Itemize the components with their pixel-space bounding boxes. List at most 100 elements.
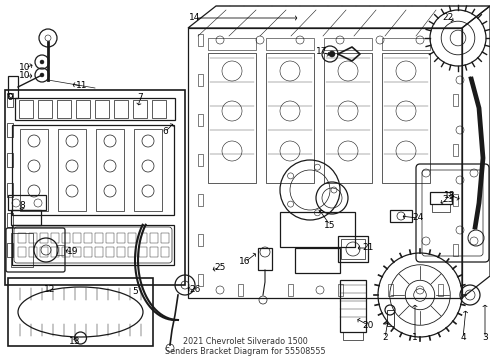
Bar xyxy=(51,233,59,243)
Text: 7: 7 xyxy=(137,94,143,103)
Text: 2: 2 xyxy=(382,333,388,342)
Bar xyxy=(387,310,393,326)
Text: 3: 3 xyxy=(482,333,488,342)
Bar xyxy=(7,123,13,137)
Bar xyxy=(8,278,153,346)
Text: 10: 10 xyxy=(19,63,31,72)
Text: 18: 18 xyxy=(444,190,456,199)
Bar xyxy=(197,274,202,286)
Bar xyxy=(62,233,70,243)
Bar xyxy=(197,34,202,46)
Bar xyxy=(432,204,450,212)
Bar xyxy=(62,247,70,257)
Bar xyxy=(208,53,256,183)
Bar xyxy=(56,245,64,255)
Bar xyxy=(340,280,366,332)
Bar xyxy=(8,195,46,210)
Bar xyxy=(95,247,103,257)
Text: 23: 23 xyxy=(442,195,454,204)
Bar xyxy=(7,213,13,227)
Bar xyxy=(152,100,166,118)
Text: 22: 22 xyxy=(442,13,454,22)
Bar xyxy=(128,233,136,243)
Bar xyxy=(238,284,243,296)
Circle shape xyxy=(40,73,44,77)
Bar xyxy=(150,233,158,243)
Bar xyxy=(57,100,71,118)
Bar xyxy=(8,76,18,98)
Bar xyxy=(266,53,314,183)
Bar xyxy=(7,153,13,167)
Text: 2021 Chevrolet Silverado 1500
Senders Bracket Diagram for 55508555: 2021 Chevrolet Silverado 1500 Senders Br… xyxy=(165,337,325,356)
Bar xyxy=(5,90,185,285)
Bar xyxy=(19,100,33,118)
Bar xyxy=(197,234,202,246)
Bar xyxy=(114,100,128,118)
Bar xyxy=(51,247,59,257)
Text: 14: 14 xyxy=(189,13,201,22)
Bar xyxy=(84,247,92,257)
Bar xyxy=(7,93,13,107)
Bar xyxy=(11,233,33,267)
Bar xyxy=(11,210,41,225)
Bar xyxy=(12,225,174,265)
Text: 16: 16 xyxy=(239,257,251,266)
Bar xyxy=(95,233,103,243)
Text: 8: 8 xyxy=(19,201,25,210)
Text: 20: 20 xyxy=(362,320,374,329)
Text: 15: 15 xyxy=(324,220,336,230)
Bar xyxy=(7,183,13,197)
Text: 11: 11 xyxy=(76,81,88,90)
Text: 4: 4 xyxy=(460,333,466,342)
Bar xyxy=(197,114,202,126)
Bar xyxy=(438,284,442,296)
Bar xyxy=(40,233,48,243)
Bar xyxy=(197,74,202,86)
Bar xyxy=(338,236,368,262)
Text: 24: 24 xyxy=(413,213,424,222)
Bar xyxy=(133,100,147,118)
Bar xyxy=(295,248,340,273)
Bar xyxy=(73,247,81,257)
Bar xyxy=(452,194,458,206)
Bar xyxy=(106,233,114,243)
Text: 6: 6 xyxy=(162,127,168,136)
Bar xyxy=(324,38,372,50)
Text: 1: 1 xyxy=(412,333,418,342)
Bar xyxy=(117,247,125,257)
Bar xyxy=(106,247,114,257)
Bar xyxy=(134,129,162,211)
Bar xyxy=(15,98,175,120)
Bar xyxy=(288,284,293,296)
Circle shape xyxy=(40,60,44,64)
Bar xyxy=(343,332,363,340)
Bar xyxy=(390,210,412,222)
Text: 10: 10 xyxy=(19,72,31,81)
Bar xyxy=(29,247,37,257)
Text: 25: 25 xyxy=(214,264,226,273)
Bar xyxy=(452,244,458,256)
Bar xyxy=(197,154,202,166)
Bar xyxy=(73,233,81,243)
Bar xyxy=(452,94,458,106)
Bar xyxy=(266,38,314,50)
Bar xyxy=(12,125,174,215)
Bar xyxy=(117,233,125,243)
Bar xyxy=(382,38,430,50)
Bar xyxy=(341,239,365,259)
Bar xyxy=(95,100,109,118)
Bar xyxy=(18,233,26,243)
Bar xyxy=(18,247,26,257)
Text: 13: 13 xyxy=(69,338,81,346)
Text: 26: 26 xyxy=(189,285,201,294)
Bar xyxy=(40,247,48,257)
Bar xyxy=(20,129,48,211)
Bar xyxy=(452,144,458,156)
Bar xyxy=(161,247,169,257)
Bar xyxy=(29,233,37,243)
Text: 5: 5 xyxy=(132,288,138,297)
Bar xyxy=(388,284,392,296)
Text: 9: 9 xyxy=(7,93,13,102)
Bar xyxy=(430,192,452,204)
Bar xyxy=(76,100,90,118)
